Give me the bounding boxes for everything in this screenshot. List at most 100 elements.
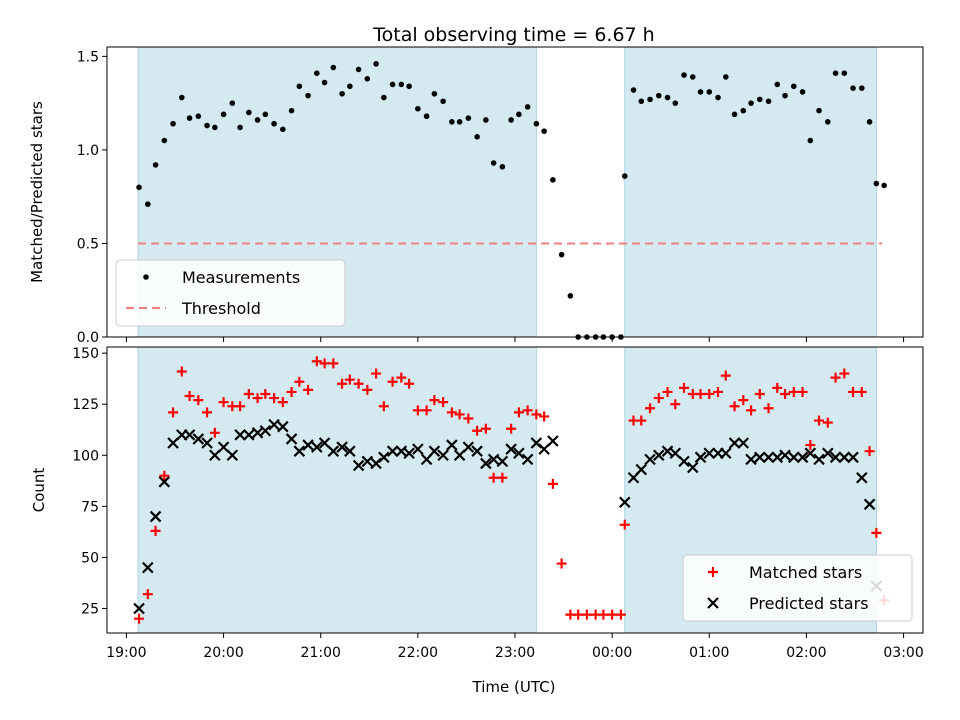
matched-star-point <box>260 388 271 399</box>
x-tick-label: 19:00 <box>106 645 146 661</box>
legend-entry-label: Measurements <box>182 268 300 287</box>
measurement-point <box>499 163 506 170</box>
matched-star-point <box>679 382 690 393</box>
matched-star-point <box>209 427 220 438</box>
measurement-point <box>697 89 704 95</box>
predicted-star-point <box>513 447 525 460</box>
matched-star-point <box>539 411 550 422</box>
predicted-star-point <box>453 449 466 462</box>
predicted-star-point <box>737 437 750 449</box>
matched-star-point <box>772 382 783 393</box>
predicted-star-point <box>521 453 534 466</box>
matched-star-point <box>319 358 330 369</box>
measurement-point <box>195 113 202 120</box>
matched-star-point <box>463 413 474 424</box>
matched-star-point <box>598 609 609 620</box>
measurement-point <box>508 117 514 123</box>
count-legend: Matched stars Predicted stars <box>682 554 913 622</box>
predicted-star-point <box>788 451 800 464</box>
measurement-point <box>355 66 362 73</box>
matched-star-point <box>822 417 833 428</box>
y-tick-label: 100 <box>72 448 99 464</box>
predicted-star-point <box>720 447 732 460</box>
matched-star-point <box>636 415 647 426</box>
predicted-star-point <box>226 449 239 462</box>
measurement-point <box>229 100 236 106</box>
matched-star-point <box>184 391 195 402</box>
matched-star-point <box>294 376 305 387</box>
measurement-point <box>288 107 295 114</box>
predicted-star-point <box>822 447 834 460</box>
measurement-point <box>136 184 142 191</box>
predicted-star-point <box>703 447 716 460</box>
measurement-point <box>330 64 337 71</box>
y-tick-label: 1.0 <box>77 143 99 159</box>
measurement-point <box>715 94 721 101</box>
matched-star-point <box>814 415 825 426</box>
measurement-point <box>212 124 218 131</box>
predicted-star-point <box>538 443 550 455</box>
measurement-point <box>524 104 531 110</box>
matched-star-point <box>303 384 314 395</box>
predicted-star-point <box>311 441 323 453</box>
x-tick-label: 21:00 <box>301 645 341 661</box>
legend-entry-label: Predicted stars <box>749 594 869 613</box>
measurement-point <box>406 83 412 90</box>
matched-star-point <box>670 399 681 410</box>
predicted-star-point <box>694 451 707 464</box>
predicted-star-point <box>686 461 699 474</box>
legend-predicted-marker <box>707 597 719 609</box>
measurement-point <box>339 90 345 97</box>
predicted-star-point <box>530 437 543 449</box>
matched-star-point <box>269 393 280 404</box>
matched-star-point <box>168 407 179 418</box>
matched-star-point <box>573 609 584 620</box>
measurement-point <box>825 119 831 125</box>
predicted-star-point <box>745 453 757 466</box>
count-x-axis: 19:00 20:00 21:00 22:00 23:00 00:00 01:00 02:00… <box>106 633 924 661</box>
measurement-point <box>757 96 763 103</box>
predicted-star-point <box>446 439 458 451</box>
predicted-star-point <box>234 429 246 441</box>
matched-star-point <box>615 609 626 620</box>
matched-star-point <box>159 470 170 481</box>
measurement-point <box>431 90 438 97</box>
predicted-star-point <box>158 476 171 488</box>
predicted-star-point <box>327 445 340 457</box>
matched-star-point <box>531 409 542 420</box>
predicted-star-point <box>547 435 559 447</box>
legend-entry-label: Matched stars <box>749 563 862 582</box>
measurement-point <box>689 74 696 80</box>
predicted-star-point <box>480 457 492 470</box>
matched-star-point <box>522 405 533 416</box>
ratio-x-ticks <box>125 337 905 342</box>
matched-star-point <box>371 368 382 379</box>
measurement-point <box>456 119 463 125</box>
measurement-point <box>841 70 848 76</box>
matched-star-point <box>871 527 882 538</box>
matched-star-point <box>277 397 288 408</box>
matched-star-point <box>337 378 348 389</box>
measurement-point <box>681 72 687 78</box>
predicted-star-point <box>618 496 631 509</box>
measurement-point <box>533 120 540 127</box>
y-tick-label: 150 <box>72 346 99 362</box>
legend-entry-label: Threshold <box>181 299 261 318</box>
legend-box <box>682 554 913 622</box>
predicted-star-point <box>728 437 741 449</box>
measurement-point <box>449 119 455 125</box>
measurement-point <box>280 126 286 133</box>
measurement-point <box>170 120 176 127</box>
measurement-point <box>465 115 472 121</box>
measurement-point <box>621 173 628 179</box>
matched-star-point <box>150 525 161 536</box>
predicted-star-point <box>302 439 314 451</box>
matched-star-point <box>607 609 618 620</box>
measurement-point <box>638 98 645 105</box>
count-y-axis-label: Count <box>30 468 48 513</box>
matched-star-point <box>497 472 508 483</box>
matched-star-point <box>506 423 517 434</box>
matched-star-point <box>142 589 153 600</box>
matched-star-point <box>695 388 706 399</box>
measurement-point <box>220 111 227 118</box>
